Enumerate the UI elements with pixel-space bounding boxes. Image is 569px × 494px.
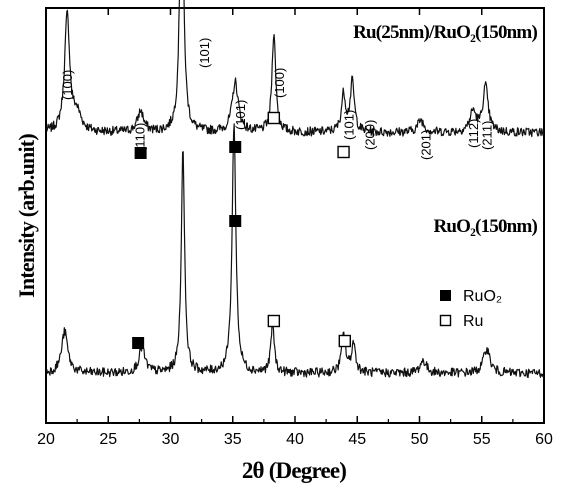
peak-label: (110) (132, 123, 147, 152)
ru-marker (267, 314, 281, 328)
ruo2-marker (134, 147, 147, 159)
peak-label: (101) (197, 38, 212, 68)
peak-label: (100) (272, 68, 287, 98)
x-tick-label: 50 (411, 431, 429, 448)
x-tick-label: 60 (535, 431, 553, 448)
ru-marker (267, 111, 281, 125)
x-tick-label: 25 (99, 431, 117, 448)
y-axis-label: Intensity (arb.unit) (14, 134, 39, 298)
x-tick-label: 55 (473, 431, 491, 448)
x-tick-label: 35 (224, 431, 242, 448)
series-line-0 (45, 0, 545, 138)
series-label-ru-ruo2: Ru(25nm)/RuO₂(150nm) (353, 22, 537, 43)
ruo2-marker (229, 141, 242, 153)
series-line-1 (45, 123, 544, 378)
peak-label: (211) (480, 121, 495, 150)
peak-label: (201) (419, 130, 434, 160)
legend: RuO₂ Ru (439, 288, 502, 330)
ruo2-marker (132, 337, 145, 349)
legend-label-ruo2: RuO₂ (463, 288, 502, 305)
peak-label: (100) (60, 70, 75, 100)
ruo2-marker (229, 215, 242, 227)
x-tick-label: 40 (286, 431, 304, 448)
series-label-ruo2: RuO₂(150nm) (433, 216, 537, 237)
legend-label-ru: Ru (463, 313, 483, 330)
ru-marker (337, 145, 350, 159)
legend-open-square-marker (439, 314, 452, 327)
peak-label: (200) (363, 120, 378, 150)
peak-label: (101) (233, 100, 248, 130)
x-tick-label: 20 (37, 431, 55, 448)
x-tick-label: 30 (162, 431, 180, 448)
peak-label: (112) (466, 119, 481, 148)
peak-label: (101) (342, 110, 357, 140)
x-axis-label: 2θ (Degree) (242, 458, 346, 483)
legend-filled-square-marker (440, 290, 451, 301)
ru-marker (338, 334, 351, 348)
x-tick-label: 45 (348, 431, 366, 448)
